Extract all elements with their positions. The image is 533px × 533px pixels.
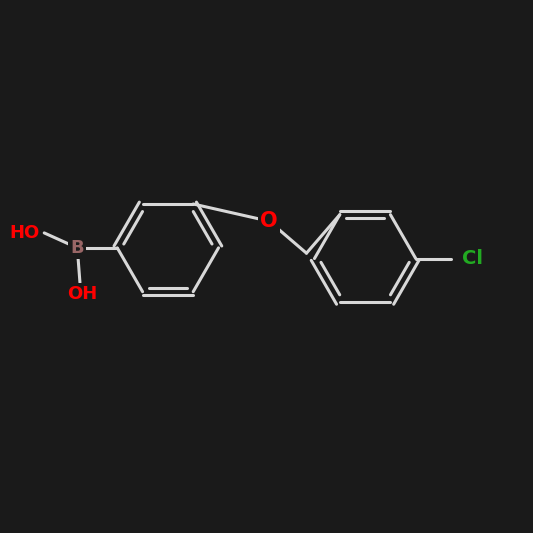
Text: B: B (70, 239, 84, 257)
Text: HO: HO (10, 224, 40, 242)
Text: Cl: Cl (462, 249, 483, 268)
Text: OH: OH (68, 285, 98, 303)
Text: O: O (260, 211, 278, 231)
